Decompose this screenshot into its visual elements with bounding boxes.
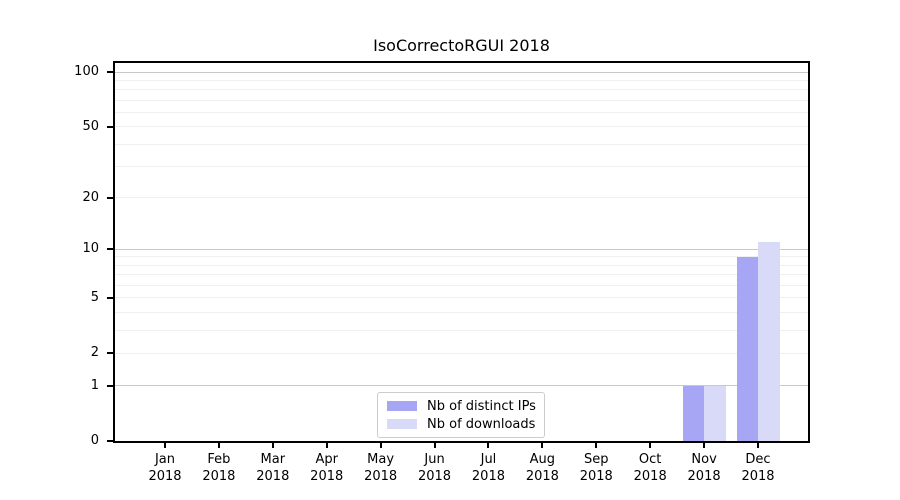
x-tick-label-may: May 2018 bbox=[364, 452, 398, 484]
x-tick-label-aug: Aug 2018 bbox=[525, 452, 559, 484]
legend: Nb of distinct IPs Nb of downloads bbox=[377, 392, 545, 438]
bar-downloads-dec bbox=[758, 242, 780, 441]
legend-item-distinct-ips: Nb of distinct IPs bbox=[387, 399, 544, 414]
gridline-major-1 bbox=[115, 385, 808, 387]
x-tick-jul bbox=[487, 443, 490, 448]
y-tick-label-50: 50 bbox=[82, 118, 99, 134]
gridline-minor-80 bbox=[115, 89, 808, 91]
x-tick-mar bbox=[271, 443, 274, 448]
x-tick-label-oct: Oct 2018 bbox=[633, 452, 667, 484]
gridline-major-10 bbox=[115, 248, 808, 250]
gridline-major-100 bbox=[115, 71, 808, 73]
plot-area: Nb of distinct IPs Nb of downloads 0 1 2 5 1… bbox=[74, 61, 810, 484]
chart-title: IsoCorrectoRGUI 2018 bbox=[373, 36, 550, 55]
x-tick-label-jul: Jul 2018 bbox=[471, 452, 505, 484]
x-tick-label-apr: Apr 2018 bbox=[310, 452, 344, 484]
y-tick-label-2: 2 bbox=[90, 345, 99, 361]
y-tick-label-100: 100 bbox=[74, 64, 99, 79]
x-tick-label-sep: Sep 2018 bbox=[579, 452, 613, 484]
y-tick-label-1: 1 bbox=[90, 377, 99, 393]
y-tick-10 bbox=[107, 248, 113, 251]
x-tick-apr bbox=[325, 443, 328, 448]
y-tick-5 bbox=[107, 296, 113, 299]
y-tick-0 bbox=[107, 440, 113, 442]
gridline-minor-5 bbox=[115, 297, 808, 299]
y-tick-1 bbox=[107, 384, 113, 387]
bar-distinct-ips-nov bbox=[682, 385, 705, 441]
gridline-minor-20 bbox=[115, 197, 808, 199]
legend-label-distinct-ips: Nb of distinct IPs bbox=[427, 398, 536, 414]
gridline-minor-9 bbox=[115, 256, 808, 258]
x-tick-label-jan: Jan 2018 bbox=[148, 452, 182, 484]
x-tick-feb bbox=[217, 443, 220, 448]
y-tick-label-5: 5 bbox=[90, 289, 99, 305]
legend-swatch-distinct-ips bbox=[387, 401, 417, 411]
y-tick-label-20: 20 bbox=[82, 189, 99, 205]
gridline-minor-6 bbox=[115, 284, 808, 286]
gridline-minor-3 bbox=[115, 329, 808, 331]
x-tick-nov bbox=[703, 443, 706, 448]
x-tick-label-jun: Jun 2018 bbox=[417, 452, 452, 484]
gridline-minor-2 bbox=[115, 352, 808, 354]
gridline-minor-60 bbox=[115, 111, 808, 113]
bar-distinct-ips-dec bbox=[736, 256, 758, 441]
x-tick-label-dec: Dec 2018 bbox=[741, 452, 775, 484]
x-tick-oct bbox=[649, 443, 652, 448]
gridline-minor-90 bbox=[115, 79, 808, 81]
bar-downloads-nov bbox=[704, 385, 726, 441]
legend-swatch-downloads bbox=[387, 419, 417, 429]
y-tick-20 bbox=[107, 196, 113, 199]
x-tick-sep bbox=[595, 443, 598, 448]
x-tick-label-nov: Nov 2018 bbox=[687, 452, 721, 484]
y-tick-100 bbox=[107, 71, 113, 73]
x-tick-label-feb: Feb 2018 bbox=[202, 452, 236, 484]
x-tick-aug bbox=[541, 443, 544, 448]
x-tick-may bbox=[379, 443, 382, 448]
x-tick-label-mar: Mar 2018 bbox=[256, 452, 290, 484]
x-tick-dec bbox=[757, 443, 759, 448]
x-tick-jan bbox=[164, 443, 166, 448]
gridline-minor-50 bbox=[115, 126, 808, 128]
gridline-minor-7 bbox=[115, 274, 808, 276]
legend-label-downloads: Nb of downloads bbox=[427, 416, 536, 432]
y-tick-50 bbox=[107, 125, 113, 128]
gridline-minor-30 bbox=[115, 165, 808, 167]
y-tick-label-0: 0 bbox=[90, 433, 99, 448]
y-tick-2 bbox=[107, 352, 113, 355]
legend-item-downloads: Nb of downloads bbox=[387, 417, 544, 432]
x-tick-jun bbox=[433, 443, 436, 448]
gridline-minor-40 bbox=[115, 143, 808, 145]
gridline-minor-4 bbox=[115, 311, 808, 313]
gridline-minor-8 bbox=[115, 264, 808, 266]
gridline-minor-70 bbox=[115, 99, 808, 101]
y-tick-label-10: 10 bbox=[82, 241, 99, 257]
